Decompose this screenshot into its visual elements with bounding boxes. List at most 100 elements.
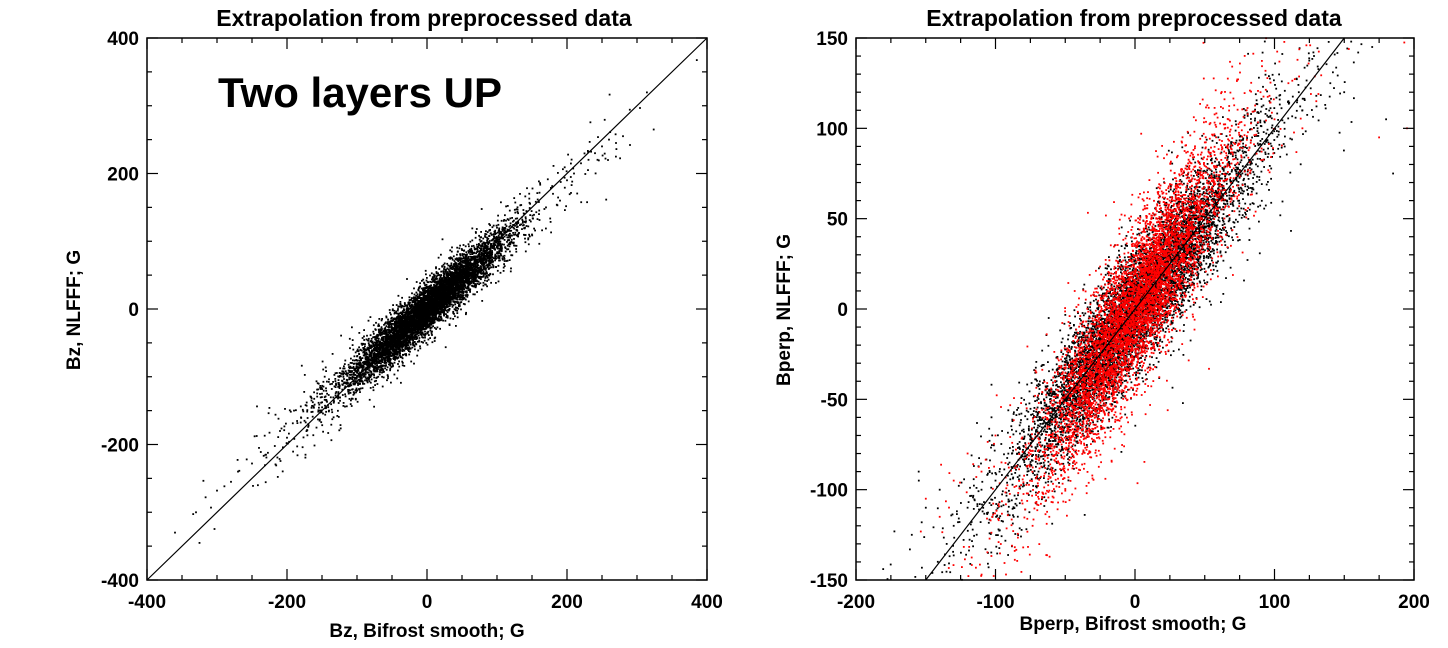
- scatter-point: [493, 241, 496, 243]
- scatter-point: [345, 372, 348, 374]
- scatter-point: [403, 336, 406, 339]
- scatter-point: [390, 323, 393, 325]
- scatter-point: [278, 458, 281, 460]
- scatter-point: [253, 435, 256, 438]
- scatter-point: [449, 257, 452, 260]
- scatter-point: [426, 314, 429, 316]
- scatter-point: [339, 367, 342, 370]
- scatter-point: [379, 331, 381, 334]
- scatter-point: [443, 313, 445, 316]
- scatter-point: [351, 326, 353, 329]
- scatter-point: [352, 359, 354, 362]
- scatter-point: [399, 301, 402, 303]
- scatter-point: [462, 266, 465, 268]
- scatter-point: [451, 275, 453, 277]
- scatter-point: [457, 307, 460, 310]
- scatter-point: [313, 406, 315, 409]
- scatter-point: [359, 387, 362, 390]
- scatter-point: [397, 321, 400, 324]
- scatter-point: [424, 296, 427, 298]
- scatter-point: [456, 295, 459, 298]
- scatter-point: [427, 289, 429, 292]
- scatter-point: [507, 219, 510, 221]
- scatter-point: [381, 375, 383, 378]
- scatter-point: [412, 296, 415, 299]
- scatter-point: [358, 388, 360, 390]
- scatter-point: [376, 362, 378, 365]
- scatter-point: [376, 376, 378, 379]
- scatter-point: [374, 329, 377, 331]
- scatter-point: [420, 287, 423, 290]
- scatter-point: [354, 389, 357, 392]
- scatter-point: [501, 257, 504, 260]
- scatter-point: [348, 337, 351, 340]
- scatter-point: [463, 297, 466, 299]
- scatter-point: [492, 266, 495, 269]
- scatter-point: [419, 291, 421, 293]
- scatter-point: [347, 363, 350, 366]
- scatter-point: [469, 291, 471, 293]
- scatter-point: [354, 380, 357, 383]
- scatter-point: [284, 408, 286, 410]
- scatter-point: [410, 311, 412, 314]
- scatter-point: [366, 334, 368, 337]
- scatter-point: [487, 263, 490, 266]
- scatter-point: [441, 305, 444, 308]
- scatter-point: [508, 230, 511, 232]
- scatter-point: [442, 263, 445, 266]
- scatter-point: [494, 257, 496, 260]
- scatter-point: [359, 348, 362, 351]
- scatter-point: [299, 421, 302, 424]
- scatter-point: [366, 377, 369, 380]
- scatter-point: [456, 246, 459, 249]
- scatter-point: [476, 275, 479, 278]
- scatter-point: [381, 358, 383, 361]
- scatter-point: [494, 253, 497, 256]
- scatter-point: [475, 228, 478, 230]
- scatter-point: [371, 358, 374, 361]
- scatter-point: [482, 247, 485, 250]
- scatter-point: [424, 330, 426, 333]
- scatter-point: [384, 362, 386, 364]
- scatter-point: [401, 344, 404, 347]
- scatter-point: [392, 348, 395, 350]
- scatter-point: [486, 238, 489, 241]
- scatter-point: [372, 373, 375, 376]
- scatter-point: [454, 258, 457, 260]
- scatter-point: [496, 219, 499, 222]
- scatter-point: [538, 191, 541, 194]
- scatter-point: [434, 318, 436, 320]
- scatter-point: [399, 343, 401, 346]
- scatter-point: [462, 279, 465, 282]
- scatter-point: [471, 227, 474, 230]
- scatter-point: [276, 456, 279, 459]
- scatter-point: [402, 308, 405, 310]
- scatter-point: [507, 248, 510, 251]
- scatter-point: [263, 434, 266, 437]
- scatter-point: [403, 349, 406, 352]
- scatter-point: [354, 383, 356, 386]
- scatter-point: [357, 369, 360, 372]
- scatter-point: [450, 266, 452, 269]
- scatter-point: [454, 308, 457, 311]
- scatter-point: [422, 336, 424, 339]
- scatter-point: [513, 208, 516, 211]
- scatter-point: [369, 352, 372, 355]
- scatter-point: [342, 373, 345, 376]
- scatter-point: [453, 300, 456, 303]
- scatter-point: [440, 270, 443, 273]
- scatter-point: [479, 268, 482, 270]
- scatter-point: [562, 168, 564, 171]
- scatter-point: [486, 256, 489, 258]
- scatter-point: [310, 411, 313, 413]
- scatter-point: [503, 239, 506, 241]
- scatter-point: [372, 344, 375, 346]
- scatter-point: [358, 383, 361, 385]
- scatter-point: [395, 355, 397, 358]
- scatter-point: [337, 391, 340, 393]
- scatter-point: [351, 362, 353, 364]
- scatter-point: [430, 332, 433, 335]
- scatter-point: [319, 393, 321, 395]
- scatter-point: [417, 334, 420, 337]
- scatter-point: [402, 305, 405, 308]
